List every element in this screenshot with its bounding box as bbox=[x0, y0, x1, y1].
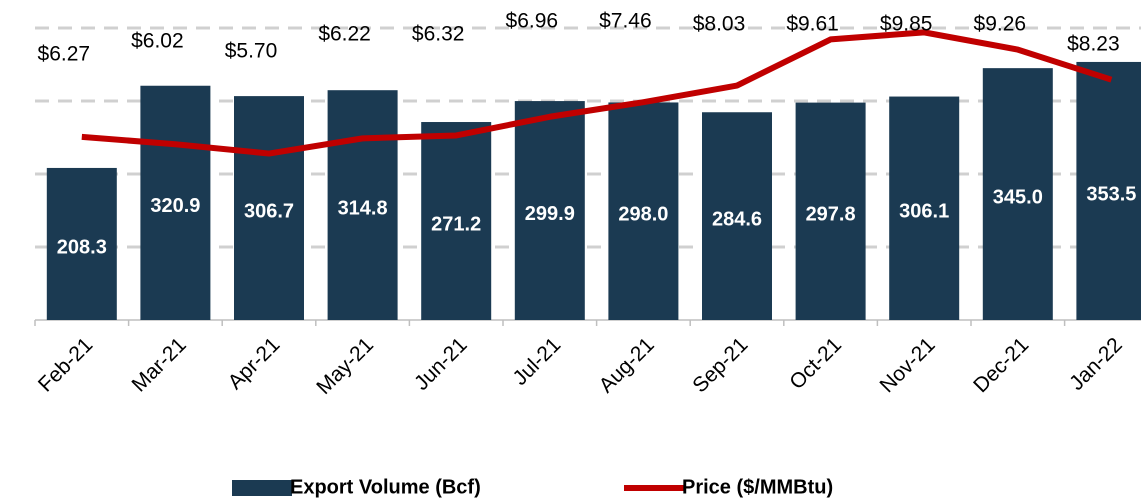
bar bbox=[608, 102, 679, 321]
bar bbox=[982, 68, 1053, 321]
bar-value-label: 299.9 bbox=[525, 203, 575, 225]
price-label: $5.70 bbox=[225, 40, 278, 63]
bar-value-label: 314.8 bbox=[338, 197, 388, 219]
legend-label: Price ($/MMBtu) bbox=[682, 476, 833, 498]
bar-value-label: 271.2 bbox=[431, 213, 481, 235]
price-line bbox=[81, 29, 1113, 157]
bar bbox=[140, 85, 211, 320]
bar bbox=[46, 167, 117, 320]
price-label: $8.23 bbox=[1067, 33, 1120, 56]
price-label: $9.85 bbox=[880, 13, 933, 36]
bar bbox=[421, 122, 492, 320]
x-tick-label: Feb-21 bbox=[34, 333, 97, 396]
x-tick-label: Jun-21 bbox=[410, 333, 472, 395]
bar bbox=[795, 102, 866, 320]
bar-value-label: 297.8 bbox=[806, 204, 856, 226]
bar-value-label: 306.7 bbox=[244, 200, 294, 222]
bar-value-label: 345.0 bbox=[993, 186, 1043, 208]
legend-label: Export Volume (Bcf) bbox=[290, 476, 481, 498]
price-label: $9.61 bbox=[786, 13, 839, 36]
bar bbox=[889, 96, 960, 320]
x-tick-label: Nov-21 bbox=[876, 333, 940, 397]
price-label: $8.03 bbox=[693, 13, 746, 36]
x-tick-label: Jul-21 bbox=[509, 333, 566, 390]
bar bbox=[327, 90, 398, 320]
price-label: $6.96 bbox=[506, 10, 559, 33]
price-label: $6.02 bbox=[131, 30, 184, 53]
bar-value-label: 306.1 bbox=[899, 201, 949, 223]
price-label: $6.22 bbox=[318, 23, 371, 46]
x-tick-label: Oct-21 bbox=[785, 333, 846, 394]
price-label: $9.26 bbox=[974, 13, 1027, 36]
x-tick-label: Dec-21 bbox=[969, 333, 1033, 397]
x-tick-label: Apr-21 bbox=[224, 333, 285, 394]
price-label: $7.46 bbox=[599, 10, 652, 33]
x-tick-label: Aug-21 bbox=[595, 333, 659, 397]
bar-value-label: 208.3 bbox=[57, 236, 107, 258]
bar bbox=[1076, 61, 1141, 320]
x-tick-label: Jan-22 bbox=[1065, 333, 1127, 395]
bar-value-label: 298.0 bbox=[618, 204, 668, 226]
legend-swatch bbox=[232, 480, 292, 496]
x-tick-label: Mar-21 bbox=[128, 333, 191, 396]
bar bbox=[234, 96, 304, 320]
bar-value-label: 353.5 bbox=[1086, 183, 1136, 205]
x-tick-label: Sep-21 bbox=[688, 333, 752, 397]
price-label: $6.27 bbox=[38, 43, 91, 66]
x-tick-label: May-21 bbox=[312, 333, 378, 399]
bar-value-label: 320.9 bbox=[150, 195, 200, 217]
bar bbox=[514, 101, 585, 320]
price-label: $6.32 bbox=[412, 23, 465, 46]
bar bbox=[702, 112, 772, 320]
bar-value-label: 284.6 bbox=[712, 208, 762, 230]
